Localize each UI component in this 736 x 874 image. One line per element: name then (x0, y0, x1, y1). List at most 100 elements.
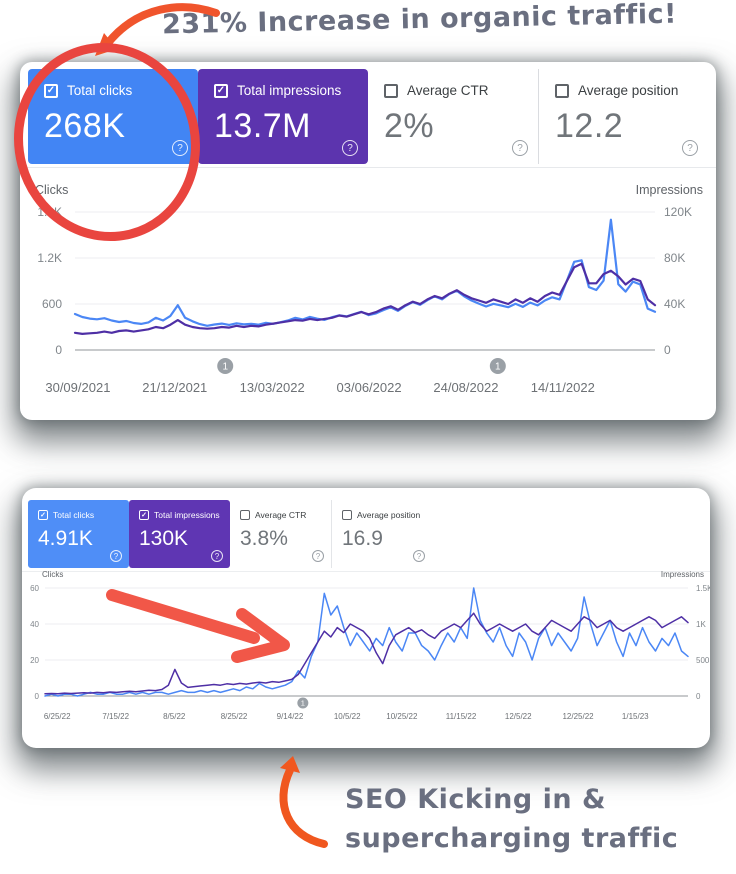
svg-text:1K: 1K (696, 620, 706, 629)
card-header: ✓ Total impressions (214, 83, 368, 98)
card-header: ✓ Total clicks (44, 83, 198, 98)
help-icon[interactable]: ? (312, 550, 324, 562)
help-icon[interactable]: ? (342, 140, 358, 156)
svg-text:40K: 40K (664, 297, 685, 311)
checkbox-checked-icon[interactable]: ✓ (44, 83, 58, 98)
help-icon[interactable]: ? (512, 140, 528, 156)
card-average-ctr[interactable]: Average CTR 3.8% ? (230, 500, 331, 568)
annotation-top-text: 231% Increase in organic traffic! (161, 0, 678, 41)
svg-text:600: 600 (42, 297, 62, 311)
check-icon: ✓ (40, 511, 46, 519)
svg-text:0: 0 (55, 343, 62, 357)
metric-cards-row: ✓ Total clicks 4.91K ? ✓ Total impressio… (22, 488, 710, 572)
right-axis-title: Impressions (660, 570, 704, 579)
annotation-bottom-text-line1: SEO Kicking in & (345, 784, 607, 815)
checkbox-checked-icon[interactable]: ✓ (139, 510, 149, 520)
svg-text:1: 1 (495, 362, 501, 373)
help-icon[interactable]: ? (682, 140, 698, 156)
svg-text:1: 1 (222, 362, 228, 373)
svg-text:80K: 80K (664, 251, 685, 265)
checkbox-checked-icon[interactable]: ✓ (214, 83, 228, 98)
svg-text:30/09/2021: 30/09/2021 (45, 380, 110, 395)
svg-text:120K: 120K (664, 205, 692, 219)
card-label: Average CTR (255, 510, 307, 520)
bottom-arrow-head-icon (280, 756, 300, 773)
card-header: Average position (342, 510, 432, 520)
card-label: Average position (578, 83, 679, 98)
svg-text:8/25/22: 8/25/22 (221, 712, 248, 721)
svg-text:14/11/2022: 14/11/2022 (531, 380, 595, 395)
card-value: 3.8% (240, 527, 288, 550)
checkbox-unchecked-icon[interactable] (384, 83, 398, 98)
card-average-position[interactable]: Average position 16.9 ? (331, 500, 432, 568)
card-value: 130K (139, 527, 189, 550)
card-header: Average CTR (384, 83, 538, 98)
check-icon: ✓ (216, 84, 226, 96)
card-label: Total impressions (154, 510, 220, 520)
svg-text:0: 0 (35, 692, 40, 701)
svg-text:24/08/2022: 24/08/2022 (433, 380, 498, 395)
card-total-clicks[interactable]: ✓ Total clicks 268K ? (28, 69, 198, 164)
check-icon: ✓ (141, 511, 147, 519)
card-average-position[interactable]: Average position 12.2 ? (538, 69, 708, 164)
left-axis-title: Clicks (42, 570, 64, 579)
help-icon[interactable]: ? (172, 140, 188, 156)
card-label: Average CTR (407, 83, 489, 98)
search-console-panel-small: ✓ Total clicks 4.91K ? ✓ Total impressio… (22, 488, 710, 748)
svg-text:1.5K: 1.5K (696, 584, 710, 593)
svg-text:20: 20 (30, 656, 39, 665)
performance-chart-large[interactable]: 1.8K 120K 1.2K 80K 600 40K 0 0 30/09/2021 21/12/2… (20, 182, 716, 420)
help-icon[interactable]: ? (110, 550, 122, 562)
card-header: Average position (555, 83, 708, 98)
card-value: 4.91K (38, 527, 93, 550)
card-label: Total clicks (67, 83, 133, 98)
card-total-clicks[interactable]: ✓ Total clicks 4.91K ? (28, 500, 129, 568)
card-total-impressions[interactable]: ✓ Total impressions 130K ? (129, 500, 230, 568)
card-value: 12.2 (555, 107, 624, 145)
card-header: ✓ Total impressions (139, 510, 230, 520)
performance-chart-small[interactable]: 60 1.5K 40 1K 20 500 0 0 6/25/22 7/15/22 8/5/22 8/2… (22, 573, 710, 748)
card-value: 13.7M (214, 107, 311, 145)
top-arrow-head-icon (95, 33, 117, 56)
help-icon[interactable]: ? (211, 550, 223, 562)
svg-text:11/15/22: 11/15/22 (446, 712, 477, 721)
checkbox-unchecked-icon[interactable] (555, 83, 569, 98)
search-console-panel-large: ✓ Total clicks 268K ? ✓ Total impression… (20, 62, 716, 420)
checkbox-checked-icon[interactable]: ✓ (38, 510, 48, 520)
help-icon[interactable]: ? (413, 550, 425, 562)
svg-text:40: 40 (30, 620, 39, 629)
card-total-impressions[interactable]: ✓ Total impressions 13.7M ? (198, 69, 368, 164)
card-label: Total clicks (53, 510, 95, 520)
svg-text:60: 60 (30, 584, 39, 593)
checkbox-unchecked-icon[interactable] (240, 510, 250, 520)
check-icon: ✓ (46, 84, 56, 96)
svg-text:1: 1 (301, 699, 305, 708)
svg-text:9/14/22: 9/14/22 (277, 712, 304, 721)
svg-text:1.8K: 1.8K (37, 205, 62, 219)
svg-text:1/15/23: 1/15/23 (622, 712, 649, 721)
svg-text:21/12/2021: 21/12/2021 (142, 380, 207, 395)
svg-text:0: 0 (696, 692, 701, 701)
svg-text:6/25/22: 6/25/22 (44, 712, 71, 721)
svg-text:500: 500 (696, 656, 710, 665)
annotation-bottom-text-line2: supercharging traffic (345, 823, 679, 854)
card-label: Total impressions (237, 83, 342, 98)
right-axis-title: Impressions (635, 183, 703, 197)
svg-text:0: 0 (664, 343, 671, 357)
svg-text:1.2K: 1.2K (37, 251, 62, 265)
svg-text:13/03/2022: 13/03/2022 (240, 380, 305, 395)
bottom-arrow (279, 766, 328, 848)
card-value: 2% (384, 107, 435, 145)
card-label: Average position (357, 510, 421, 520)
card-value: 16.9 (342, 527, 383, 550)
svg-text:12/5/22: 12/5/22 (505, 712, 532, 721)
checkbox-unchecked-icon[interactable] (342, 510, 352, 520)
card-header: Average CTR (240, 510, 331, 520)
card-average-ctr[interactable]: Average CTR 2% ? (368, 69, 538, 164)
svg-text:03/06/2022: 03/06/2022 (337, 380, 402, 395)
card-header: ✓ Total clicks (38, 510, 129, 520)
metric-cards-row: ✓ Total clicks 268K ? ✓ Total impression… (20, 62, 716, 168)
svg-text:12/25/22: 12/25/22 (562, 712, 594, 721)
svg-text:7/15/22: 7/15/22 (102, 712, 129, 721)
